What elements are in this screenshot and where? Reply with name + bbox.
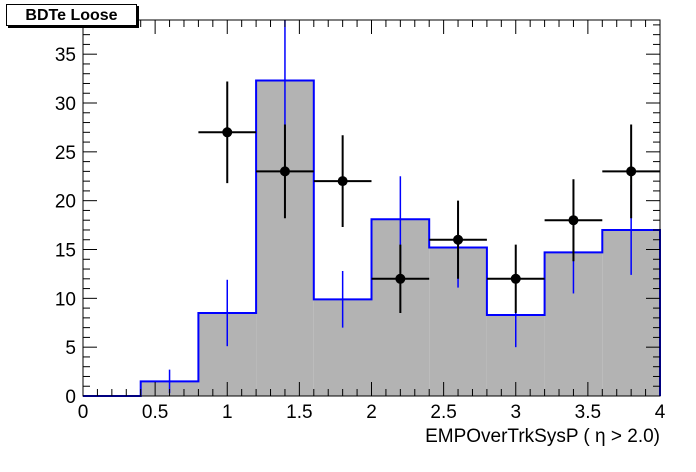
y-tick-label: 5 [65, 338, 76, 359]
x-axis-title: EMPOverTrkSysP ( η > 2.0) [425, 426, 660, 447]
data-point [337, 176, 348, 187]
y-tick-label: 35 [55, 45, 76, 66]
data-point [222, 127, 233, 138]
x-tick-label: 3 [510, 402, 521, 423]
data-point [279, 166, 290, 177]
x-tick-label: 4 [655, 402, 666, 423]
y-tick-label: 20 [55, 192, 76, 213]
data-point [395, 273, 406, 284]
y-tick-label: 15 [55, 241, 76, 262]
data-point [510, 273, 521, 284]
x-tick-label: 1.5 [286, 402, 312, 423]
y-tick-label: 30 [55, 94, 76, 115]
data-point [568, 215, 579, 226]
x-tick-label: 0 [78, 402, 89, 423]
x-tick-label: 2.5 [430, 402, 456, 423]
data-points-layer [198, 81, 660, 313]
data-point [453, 234, 464, 245]
histogram-outline [83, 79, 661, 397]
histogram-layer [83, 79, 661, 397]
x-tick-label: 3.5 [575, 402, 601, 423]
x-tick-label: 0.5 [142, 402, 168, 423]
x-tick-label: 2 [366, 402, 377, 423]
x-tick-label: 1 [222, 402, 233, 423]
chart-title: BDTe Loose [6, 4, 137, 26]
y-tick-label: 25 [55, 143, 76, 164]
data-point [626, 166, 637, 177]
axes: 0 5 10 15 20 25 30 35 0 0.5 1 1.5 2 2.5 3 3.5 4 [55, 20, 666, 423]
y-tick-label: 0 [65, 387, 76, 408]
y-tick-label: 10 [55, 289, 76, 310]
